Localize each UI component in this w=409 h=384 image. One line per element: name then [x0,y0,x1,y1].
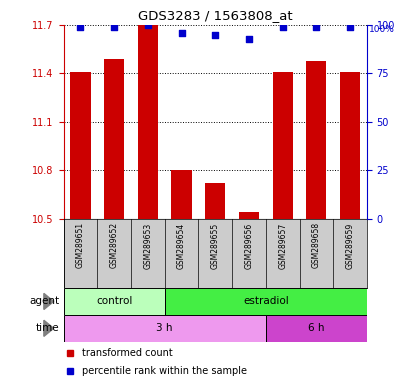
Text: GSM289653: GSM289653 [143,222,152,268]
Text: GSM289659: GSM289659 [345,222,354,268]
Text: 6 h: 6 h [308,323,324,333]
Text: GSM289658: GSM289658 [311,222,320,268]
Point [110,24,117,30]
Text: control: control [96,296,132,306]
Text: agent: agent [29,296,59,306]
Text: percentile rank within the sample: percentile rank within the sample [81,366,246,376]
Bar [104,59,124,219]
Point [77,24,83,30]
Bar [306,61,326,219]
Point [245,35,252,41]
Bar [339,72,360,219]
Text: transformed count: transformed count [81,348,172,358]
Point [144,22,151,28]
Bar [164,288,366,315]
Bar [238,212,258,219]
Text: 3 h: 3 h [156,323,173,333]
Point [279,24,285,30]
Bar [204,183,225,219]
Polygon shape [44,293,54,310]
Bar [70,72,90,219]
Text: GSM289657: GSM289657 [277,222,286,268]
Bar [63,315,265,342]
Text: GSM289654: GSM289654 [177,222,186,268]
Bar [265,315,366,342]
Text: time: time [36,323,59,333]
Point [312,24,319,30]
Polygon shape [44,320,54,336]
Text: GSM289651: GSM289651 [76,222,85,268]
Bar [171,170,191,219]
Title: GDS3283 / 1563808_at: GDS3283 / 1563808_at [137,9,292,22]
Point [178,30,184,36]
Point [346,24,353,30]
Bar [63,288,164,315]
Point [211,31,218,38]
Bar [137,25,157,219]
Text: GSM289655: GSM289655 [210,222,219,268]
Text: GSM289656: GSM289656 [244,222,253,268]
Bar [272,72,292,219]
Text: 100%: 100% [368,25,394,34]
Text: estradiol: estradiol [243,296,288,306]
Text: GSM289652: GSM289652 [109,222,118,268]
